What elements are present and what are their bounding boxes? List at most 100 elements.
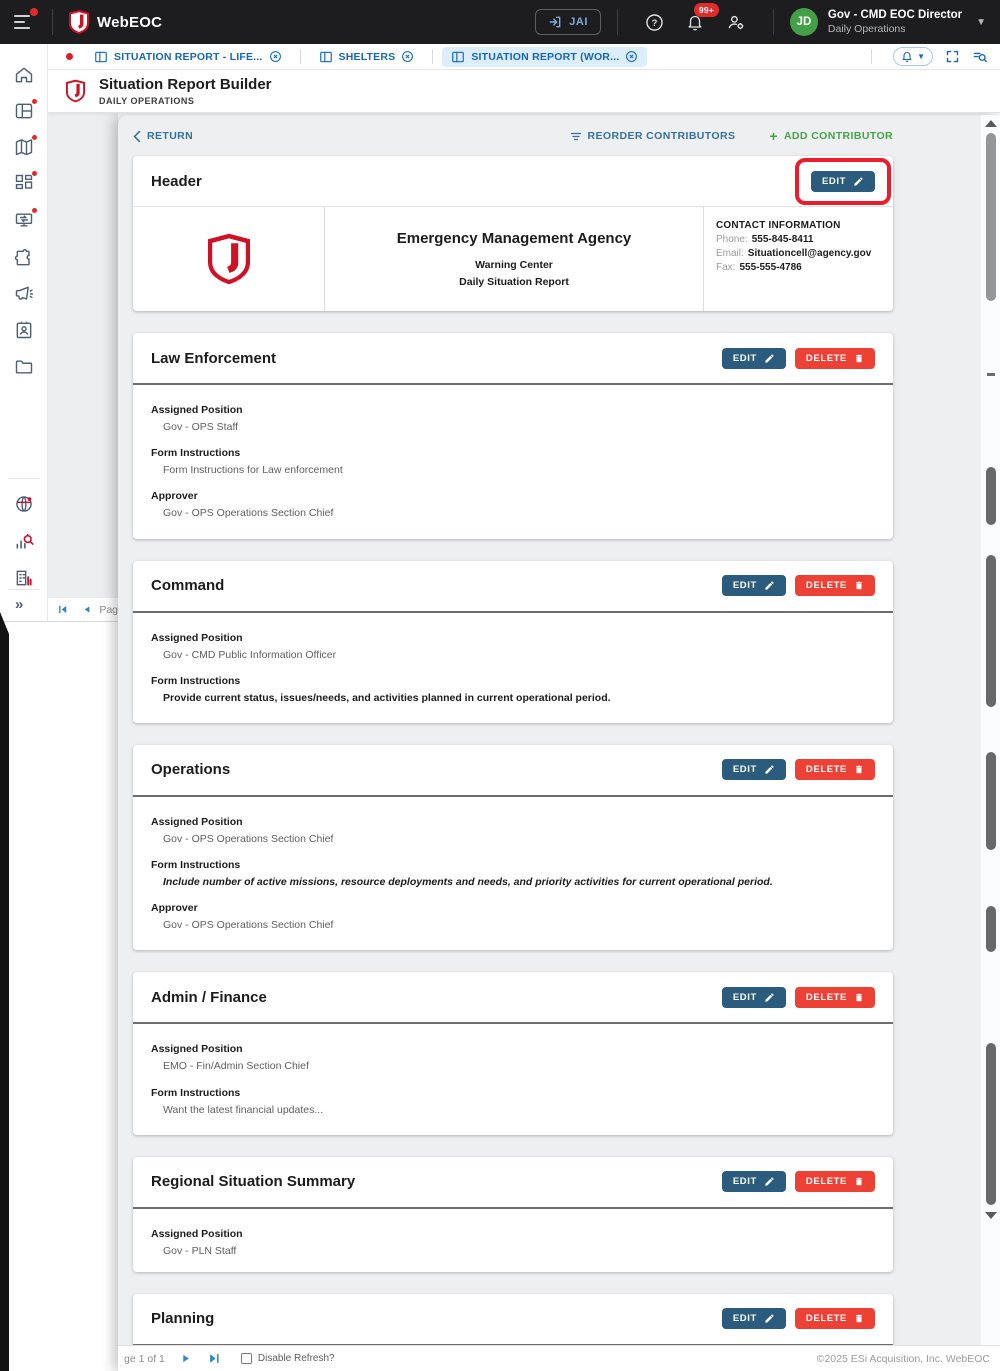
scrollbar-rail xyxy=(980,115,1000,1345)
user-admin-icon[interactable] xyxy=(726,13,746,32)
previous-page-icon[interactable] xyxy=(82,604,91,615)
expand-sidebar-icon[interactable]: » xyxy=(15,596,24,613)
card-title: Admin / Finance xyxy=(151,988,267,1006)
edit-button[interactable]: EDIT xyxy=(721,986,786,1008)
scrollbar-thumb[interactable] xyxy=(986,133,996,301)
organization-icon[interactable] xyxy=(14,568,34,588)
edit-header-button[interactable]: EDIT xyxy=(810,170,875,192)
contributor-card: Operations EDIT DELETE Assigned Position… xyxy=(133,744,893,951)
scrollbar-thumb[interactable] xyxy=(986,752,996,850)
reorder-contributors-link[interactable]: REORDER CONTRIBUTORS xyxy=(570,130,736,142)
scrollbar-thumb[interactable] xyxy=(986,555,996,707)
card-title: Header xyxy=(151,172,202,190)
page-label-fragment: Pag xyxy=(99,603,118,616)
approver-value: Gov - OPS Operations Section Chief xyxy=(163,507,334,520)
edit-button[interactable]: EDIT xyxy=(721,347,786,369)
jai-button[interactable]: JAI xyxy=(535,9,601,35)
boards-icon[interactable] xyxy=(14,98,38,121)
geo-icon[interactable] xyxy=(14,494,34,514)
delete-button[interactable]: DELETE xyxy=(794,575,875,597)
plugins-icon[interactable] xyxy=(14,248,34,268)
files-icon[interactable] xyxy=(14,357,34,377)
home-icon[interactable] xyxy=(14,65,34,85)
edit-button[interactable]: EDIT xyxy=(721,1308,786,1330)
page-edge-shadow xyxy=(0,612,9,1371)
delete-button[interactable]: DELETE xyxy=(794,1171,875,1193)
chevron-left-icon xyxy=(133,130,141,142)
first-page-icon[interactable] xyxy=(58,604,69,615)
contacts-icon[interactable] xyxy=(14,320,34,340)
caret-down-icon: ▼ xyxy=(917,52,925,61)
close-tab-icon[interactable] xyxy=(625,50,638,63)
badge-dot xyxy=(31,170,38,177)
user-name: Gov - CMD EOC Director xyxy=(827,9,963,22)
page-count-fragment: ge 1 of 1 xyxy=(124,1352,165,1365)
email-value: Situationcell@agency.gov xyxy=(747,248,872,259)
user-menu-caret-icon[interactable]: ▼ xyxy=(976,16,986,28)
tab-situation-report-life[interactable]: SITUATION REPORT - LIFE... xyxy=(85,47,291,67)
delete-button[interactable]: DELETE xyxy=(794,347,875,369)
search-list-icon[interactable] xyxy=(972,49,988,64)
user-role: Daily Operations xyxy=(827,22,906,35)
delete-button[interactable]: DELETE xyxy=(794,986,875,1008)
card-title: Command xyxy=(151,577,225,595)
top-bar: WebEOC JAI ? 99+ xyxy=(0,0,1000,44)
scrollbar-thumb[interactable] xyxy=(986,1043,996,1205)
panel-toolbar: RETURN REORDER CONTRIBUTORS + ADD CONTRI… xyxy=(133,128,893,144)
disable-refresh-checkbox[interactable] xyxy=(240,1353,252,1364)
help-icon[interactable]: ? xyxy=(645,13,664,32)
tab-situation-report-working[interactable]: SITUATION REPORT (WOR... xyxy=(442,46,648,67)
sidebar: » xyxy=(0,44,48,622)
assigned-position-value: Gov - OPS Staff xyxy=(163,421,239,433)
assigned-position-value: EMO - Fin/Admin Section Chief xyxy=(163,1060,309,1073)
maps-icon[interactable] xyxy=(14,134,38,157)
close-tab-icon[interactable] xyxy=(269,50,282,63)
contributor-card: Planning EDIT DELETE Assigned Position G… xyxy=(133,1293,893,1345)
notifications-bell-icon[interactable]: 99+ xyxy=(686,2,719,32)
fax-value: 555-555-4786 xyxy=(739,262,802,273)
menu-collapse-icon[interactable] xyxy=(14,8,38,31)
page-title-bar: Situation Report Builder DAILY OPERATION… xyxy=(48,70,1000,113)
badge-dot xyxy=(31,207,38,214)
scroll-down-arrow[interactable] xyxy=(985,1212,997,1219)
add-contributor-link[interactable]: + ADD CONTRIBUTOR xyxy=(769,128,893,144)
apps-icon[interactable] xyxy=(14,170,38,193)
pencil-icon xyxy=(765,765,774,774)
report-header-preview: Emergency Management Agency Warning Cent… xyxy=(133,207,893,311)
trash-icon xyxy=(856,1315,862,1323)
next-page-icon[interactable] xyxy=(181,1353,192,1364)
return-link[interactable]: RETURN xyxy=(133,130,193,142)
assigned-position-value: Gov - CMD Public Information Officer xyxy=(163,648,337,661)
page-title: Situation Report Builder xyxy=(99,76,272,93)
fullscreen-icon[interactable] xyxy=(945,49,960,64)
scrollbar-thumb[interactable] xyxy=(986,906,996,952)
trash-icon xyxy=(856,993,862,1002)
board-icon xyxy=(319,51,332,62)
svg-text:?: ? xyxy=(652,17,658,28)
agency-line2: Daily Situation Report xyxy=(459,276,569,288)
delete-button[interactable]: DELETE xyxy=(794,759,875,781)
broadcast-icon[interactable] xyxy=(14,284,34,304)
underlying-page-background xyxy=(48,113,118,597)
delete-button[interactable]: DELETE xyxy=(794,1308,875,1330)
analytics-search-icon[interactable] xyxy=(14,532,34,552)
avatar[interactable]: JD xyxy=(789,8,818,36)
last-page-icon[interactable] xyxy=(208,1353,221,1364)
scrollbar-thumb[interactable] xyxy=(986,467,996,525)
agency-line1: Warning Center xyxy=(475,259,553,271)
edit-button[interactable]: EDIT xyxy=(721,759,786,781)
badge-dot xyxy=(31,134,38,141)
tab-shelters[interactable]: SHELTERS xyxy=(310,47,424,67)
close-tab-icon[interactable] xyxy=(401,50,414,63)
edit-button[interactable]: EDIT xyxy=(721,1171,786,1193)
edit-button[interactable]: EDIT xyxy=(721,575,786,597)
tab-notifications-dropdown[interactable]: ▼ xyxy=(893,47,933,66)
scroll-up-arrow[interactable] xyxy=(985,120,997,127)
incidents-icon[interactable] xyxy=(14,207,38,230)
topbar-divider xyxy=(52,9,53,35)
phone-value: 555-845-8411 xyxy=(751,234,814,245)
board-icon xyxy=(95,51,107,62)
panel-content: RETURN REORDER CONTRIBUTORS + ADD CONTRI… xyxy=(118,115,980,1345)
user-menu[interactable]: Gov - CMD EOC Director Daily Operations xyxy=(828,8,962,36)
